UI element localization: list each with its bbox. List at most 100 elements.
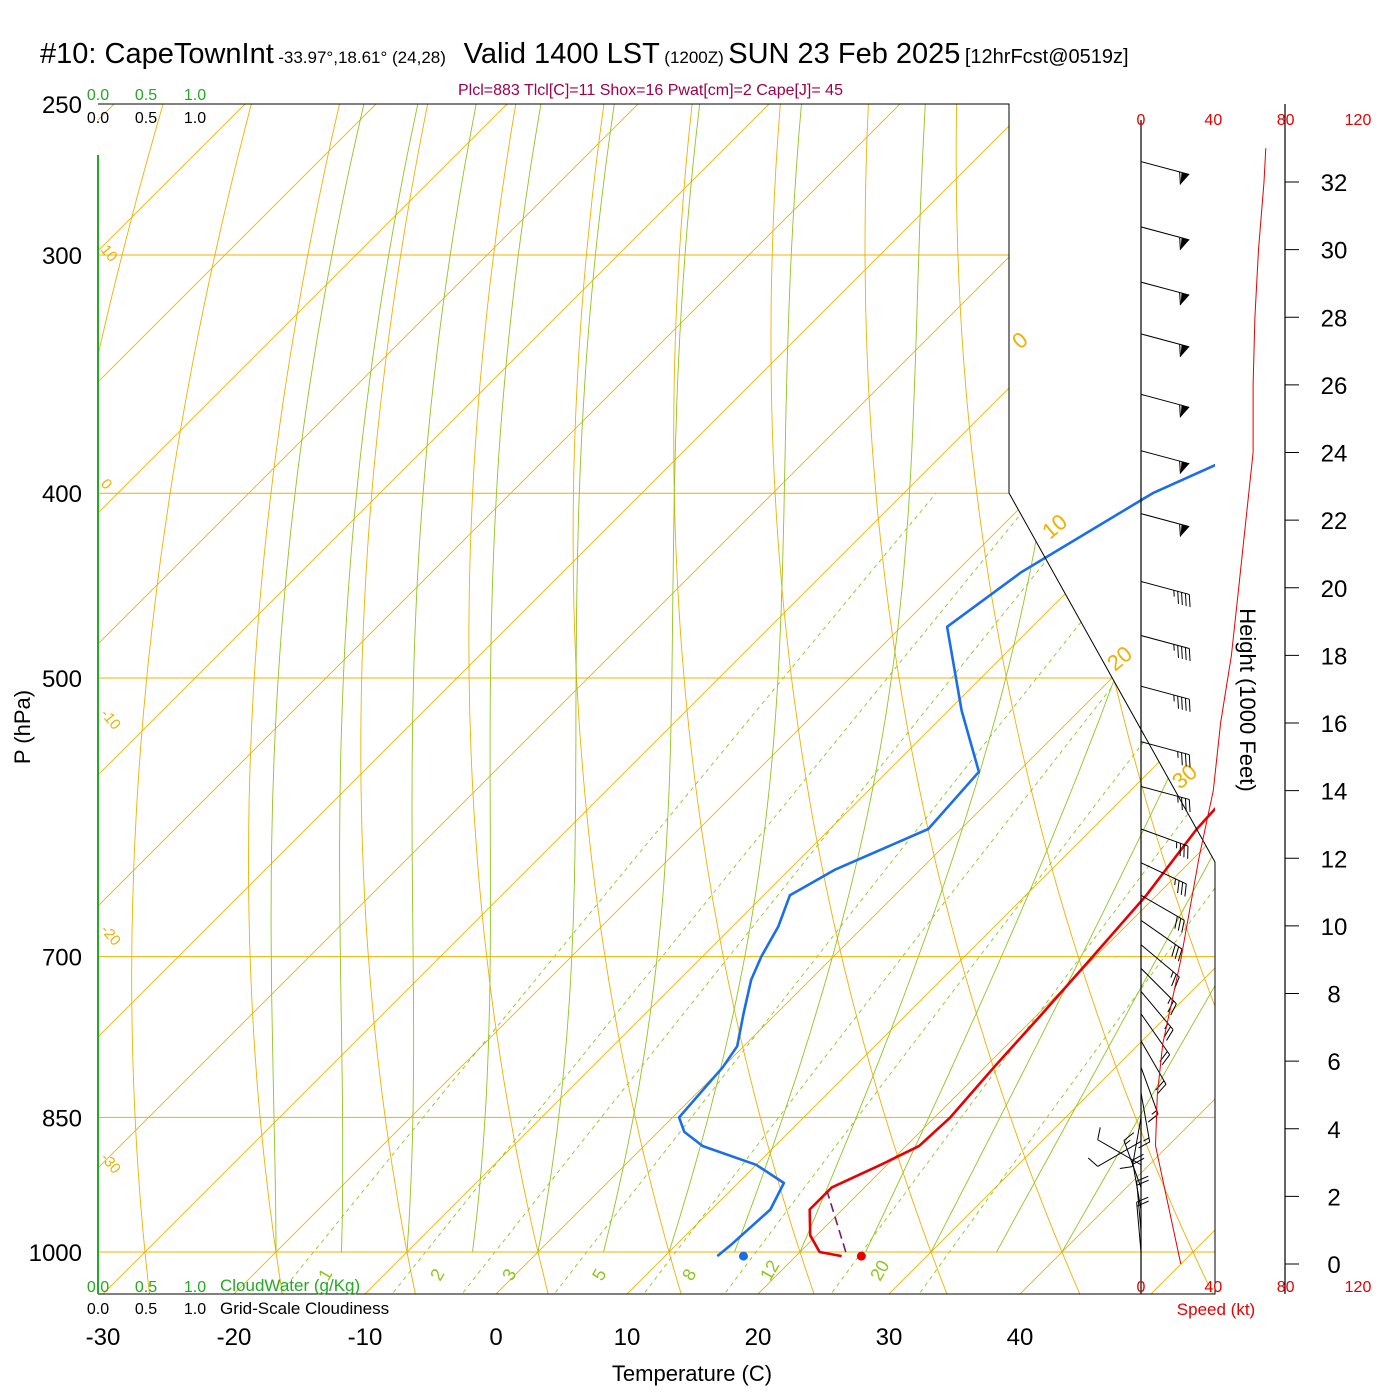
wind-barb-staff bbox=[1140, 944, 1180, 978]
mixing-ratio-line bbox=[393, 492, 1039, 1293]
dry-adiabat bbox=[572, 104, 684, 1294]
wind-barb-pennant bbox=[1180, 461, 1190, 474]
wind-barb-flag bbox=[1184, 698, 1187, 711]
cloudwater-tick-top: 0.0 bbox=[87, 87, 109, 104]
height-tick-label: 30 bbox=[1321, 238, 1348, 265]
wind-barb bbox=[1119, 1117, 1142, 1170]
wind-barb-flag bbox=[1179, 523, 1181, 537]
speed-tick-top: 40 bbox=[1204, 112, 1222, 129]
wind-barb-staff bbox=[1140, 226, 1190, 241]
temperature-tick-label: -10 bbox=[348, 1324, 383, 1351]
mixing-ratio-line bbox=[462, 492, 1101, 1293]
wind-barb-flag bbox=[1188, 699, 1191, 712]
pressure-tick-label: 1000 bbox=[29, 1240, 82, 1267]
stability-indices: Plcl=883 Tlcl[C]=11 Shox=16 Pwat[cm]=2 C… bbox=[458, 82, 843, 99]
speed-tick-top: 120 bbox=[1345, 112, 1372, 129]
speed-tick-bottom: 40 bbox=[1204, 1279, 1222, 1296]
wind-barb bbox=[1097, 1127, 1142, 1166]
isotherm-line bbox=[1282, 104, 1400, 1294]
wind-barb-staff bbox=[1140, 685, 1190, 700]
wind-barb-flag bbox=[1179, 237, 1181, 250]
wind-barb-staff bbox=[1097, 1140, 1142, 1167]
cloudiness-tick-bottom: 0.0 bbox=[87, 1301, 109, 1318]
wind-barb-flag bbox=[1188, 754, 1191, 768]
forecast-info: [12hrFcst@0519z] bbox=[964, 46, 1129, 68]
wind-barb-flag bbox=[1155, 1080, 1165, 1091]
wind-barb-flag bbox=[1179, 344, 1181, 357]
wind-barb-flag bbox=[1123, 1132, 1135, 1141]
moist-adiabat-label: 30 bbox=[1167, 759, 1202, 794]
cloudiness-label: Grid-Scale Cloudiness bbox=[220, 1299, 389, 1318]
isotherm-line bbox=[1019, 104, 1215, 1294]
moist-adiabat bbox=[537, 104, 615, 1253]
moist-adiabat bbox=[406, 104, 477, 1253]
moist-adiabat bbox=[930, 104, 1215, 1253]
wind-barb-flag bbox=[1157, 1083, 1167, 1095]
wind-barb-staff bbox=[1131, 1117, 1142, 1167]
dry-adiabat bbox=[1131, 104, 1215, 1294]
wind-barb bbox=[1140, 1013, 1171, 1066]
wind-barb-flag bbox=[1184, 798, 1187, 812]
wind-barb bbox=[1140, 862, 1187, 897]
wind-barb-staff bbox=[1097, 1139, 1142, 1166]
wind-barb-flag bbox=[1177, 591, 1179, 604]
wind-barb-flag bbox=[1174, 946, 1180, 960]
wind-barb-flag bbox=[1177, 696, 1179, 709]
height-tick-label: 32 bbox=[1321, 170, 1348, 197]
wind-barb bbox=[1140, 919, 1183, 962]
wind-barb-staff bbox=[1140, 786, 1190, 800]
wind-barb bbox=[1140, 685, 1191, 712]
mixing-ratio-label: 20 bbox=[866, 1257, 893, 1284]
mixing-ratio-label: 8 bbox=[678, 1265, 700, 1284]
mixing-ratio-line bbox=[555, 492, 1184, 1293]
mixing-ratio-line bbox=[280, 492, 937, 1293]
wind-barb-staff bbox=[1140, 281, 1190, 296]
wind-barb-flag bbox=[1161, 1054, 1171, 1066]
wind-barb-staff bbox=[1140, 161, 1190, 175]
wind-barb-pennant bbox=[1180, 293, 1190, 306]
wind-barb-pennant bbox=[1180, 237, 1190, 250]
wind-barb-flag bbox=[1132, 1153, 1144, 1161]
speed-tick-top: 0 bbox=[1137, 112, 1146, 129]
wind-barb bbox=[1140, 581, 1191, 608]
moist-adiabat bbox=[270, 104, 365, 1252]
isotherm-line bbox=[98, 104, 1163, 1294]
dry-adiabat bbox=[673, 104, 817, 1294]
isotherm-line bbox=[233, 104, 1215, 1294]
dry-adiabat-label: -30 bbox=[97, 1150, 124, 1178]
height-tick-label: 26 bbox=[1321, 373, 1348, 400]
wind-barb-staff bbox=[1140, 828, 1189, 847]
isotherm-line bbox=[98, 104, 377, 1294]
wind-barb bbox=[1140, 393, 1190, 418]
wind-barb bbox=[1140, 635, 1191, 662]
surface-temperature-marker bbox=[856, 1251, 866, 1261]
pressure-tick-label: 850 bbox=[42, 1105, 82, 1132]
wind-barb bbox=[1140, 513, 1190, 537]
wind-barb bbox=[1136, 1196, 1149, 1253]
wind-barb-staff bbox=[1140, 513, 1190, 528]
dry-adiabat bbox=[468, 104, 551, 1294]
wind-barb-staff bbox=[1136, 1181, 1142, 1232]
dry-adiabat bbox=[360, 104, 435, 1294]
isotherm-line bbox=[98, 104, 1032, 1294]
mixing-ratio-label: 3 bbox=[498, 1265, 520, 1284]
wind-barb-flag bbox=[1184, 753, 1187, 767]
valid-time: Valid 1400 LST bbox=[463, 38, 660, 70]
wind-barb-staff bbox=[1140, 894, 1185, 921]
speed-axis-label: Speed (kt) bbox=[1177, 1300, 1255, 1319]
wind-barb-staff bbox=[1140, 991, 1174, 1031]
wind-barb-flag bbox=[1119, 1166, 1133, 1170]
height-tick-label: 4 bbox=[1327, 1117, 1340, 1144]
wind-barb bbox=[1140, 968, 1177, 1016]
y-axis-label: P (hPa) bbox=[10, 690, 35, 764]
wind-barb-staff bbox=[1140, 1067, 1159, 1115]
pressure-tick-label: 300 bbox=[42, 243, 82, 270]
wind-barb-flag bbox=[1087, 1157, 1099, 1167]
dry-adiabat-label: -20 bbox=[97, 922, 124, 950]
wind-barb bbox=[1087, 1140, 1142, 1167]
wind-barb-half-flag bbox=[1151, 1110, 1158, 1115]
height-tick-label: 10 bbox=[1321, 914, 1348, 941]
isotherm-line bbox=[888, 104, 1215, 1294]
wind-barb bbox=[1140, 226, 1190, 250]
wind-barb bbox=[1136, 1175, 1149, 1232]
